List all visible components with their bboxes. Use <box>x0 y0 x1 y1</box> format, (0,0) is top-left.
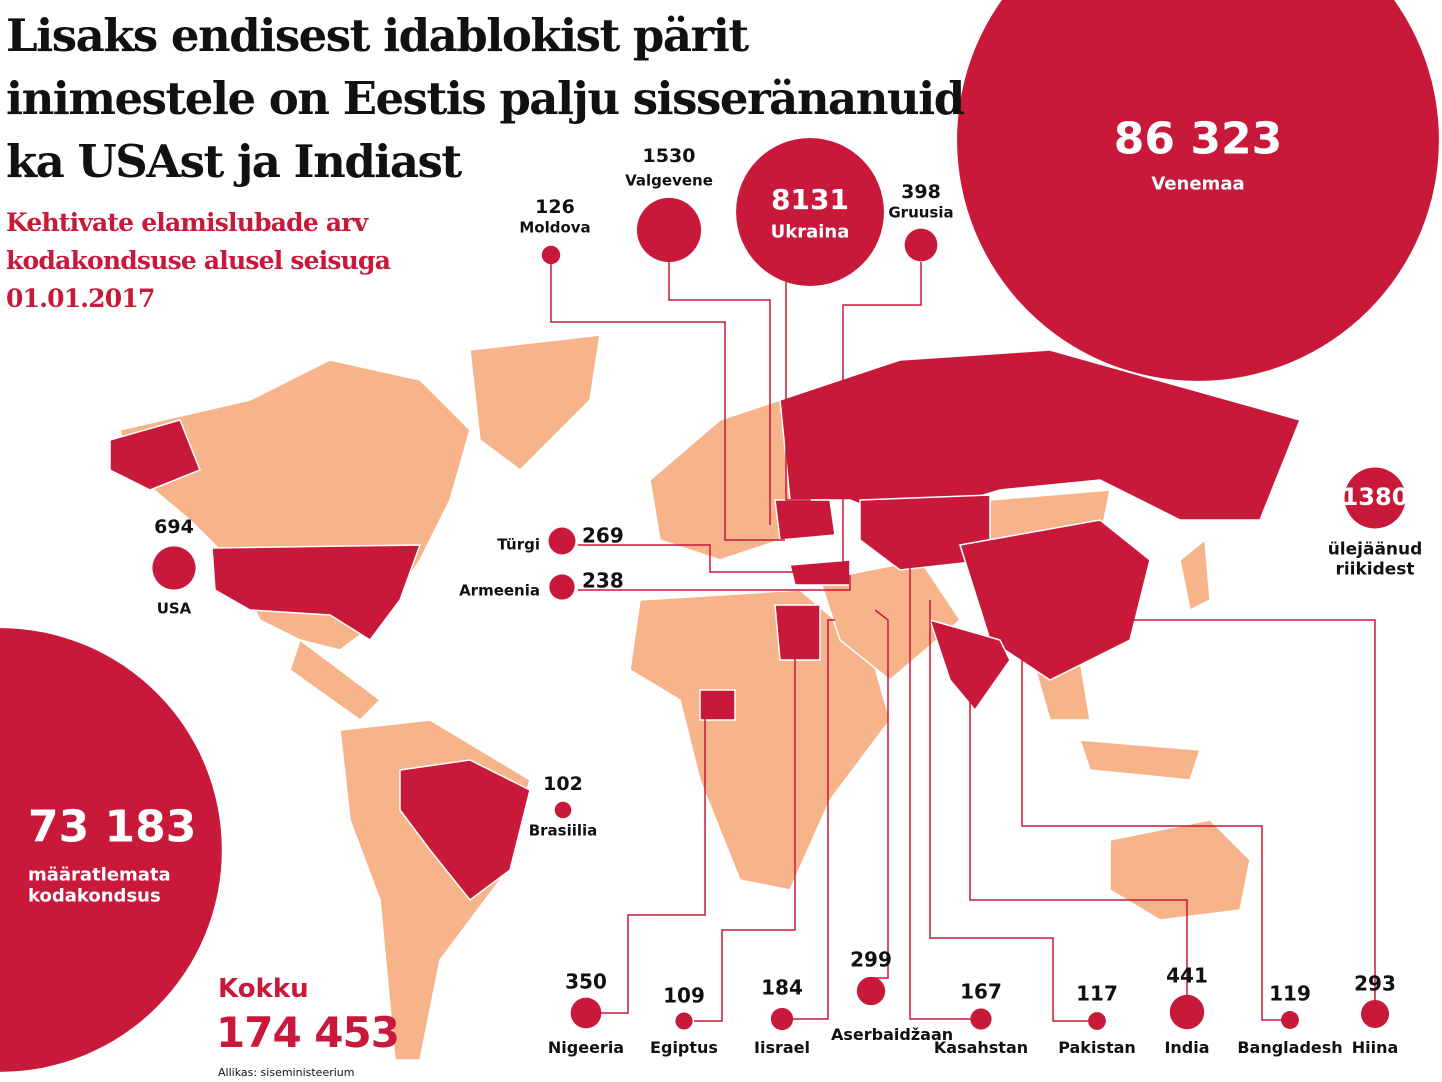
country-label: USA <box>156 599 192 618</box>
leader-lines <box>550 255 1376 1022</box>
value-label: 350 <box>565 969 607 994</box>
total: 174 453 <box>216 1008 400 1057</box>
title: Lisaks endisest idablokist pärit inimest… <box>6 9 965 188</box>
bubble <box>970 1008 992 1030</box>
country-label: Türgi <box>497 535 540 554</box>
country-label: ülejäänud riikidest <box>1327 539 1423 579</box>
bubble <box>957 0 1439 381</box>
country-label: Ukraina <box>770 221 850 243</box>
bubble <box>904 228 938 262</box>
bubble <box>541 245 561 265</box>
value-label: 117 <box>1076 981 1118 1006</box>
bubble <box>856 976 886 1006</box>
bubble <box>1281 1011 1299 1029</box>
bubble <box>554 801 572 819</box>
value-label: 119 <box>1269 981 1311 1006</box>
source: Allikas: siseministeerium <box>218 1066 355 1079</box>
value-label: 238 <box>582 568 624 593</box>
country-label: India <box>1164 1037 1210 1057</box>
value-label: 1380 <box>1341 483 1409 512</box>
bubble <box>0 628 222 1072</box>
value-label: 109 <box>663 983 705 1008</box>
bubble <box>1360 999 1390 1029</box>
country-label: Nigeeria <box>547 1037 625 1057</box>
value-label: 1530 <box>642 145 696 168</box>
country-label: Valgevene <box>625 171 713 190</box>
country-label: Aserbaidžaan <box>831 1024 954 1044</box>
country-label: Iisrael <box>754 1037 810 1057</box>
country-label: Venemaa <box>1151 173 1245 195</box>
value-label: 8131 <box>771 182 849 216</box>
bubble <box>1169 994 1205 1030</box>
highlighted-countries <box>109 349 1302 902</box>
value-label: 398 <box>901 181 941 204</box>
bubble <box>770 1007 794 1031</box>
bubble <box>548 527 576 555</box>
value-label: 269 <box>582 523 624 548</box>
total-heading: Kokku <box>218 974 309 1004</box>
country-label: Egiptus <box>650 1037 718 1057</box>
value-label: 126 <box>535 196 575 219</box>
value-label: 86 323 <box>1113 113 1283 165</box>
bubble <box>636 197 702 263</box>
bubble <box>152 546 196 590</box>
value-label: 694 <box>154 516 194 539</box>
value-label: 102 <box>543 773 583 796</box>
country-label: Bangladesh <box>1237 1037 1343 1057</box>
value-label: 184 <box>761 975 803 1000</box>
bubble <box>736 138 884 286</box>
country-label: Armeenia <box>459 581 540 600</box>
bubble <box>549 574 575 600</box>
value-label: 299 <box>850 947 892 972</box>
bubble <box>1088 1012 1106 1030</box>
bubble <box>1344 467 1406 529</box>
country-label: Brasiilia <box>528 821 598 840</box>
country-label: Hiina <box>1351 1037 1399 1057</box>
value-label: 293 <box>1354 971 1396 996</box>
bubble <box>675 1012 693 1030</box>
country-label: määratlemata kodakondsus <box>28 864 171 906</box>
country-label: Gruusia <box>888 203 954 222</box>
bubble <box>570 997 602 1029</box>
country-label: Moldova <box>519 218 591 237</box>
country-label: Kasahstan <box>933 1037 1029 1057</box>
value-label: 167 <box>960 979 1002 1004</box>
value-label: 441 <box>1166 963 1208 988</box>
value-label: 73 183 <box>28 801 197 853</box>
country-label: Pakistan <box>1058 1037 1136 1057</box>
subtitle: Kehtivate elamislubade arv kodakondsuse … <box>6 208 391 313</box>
